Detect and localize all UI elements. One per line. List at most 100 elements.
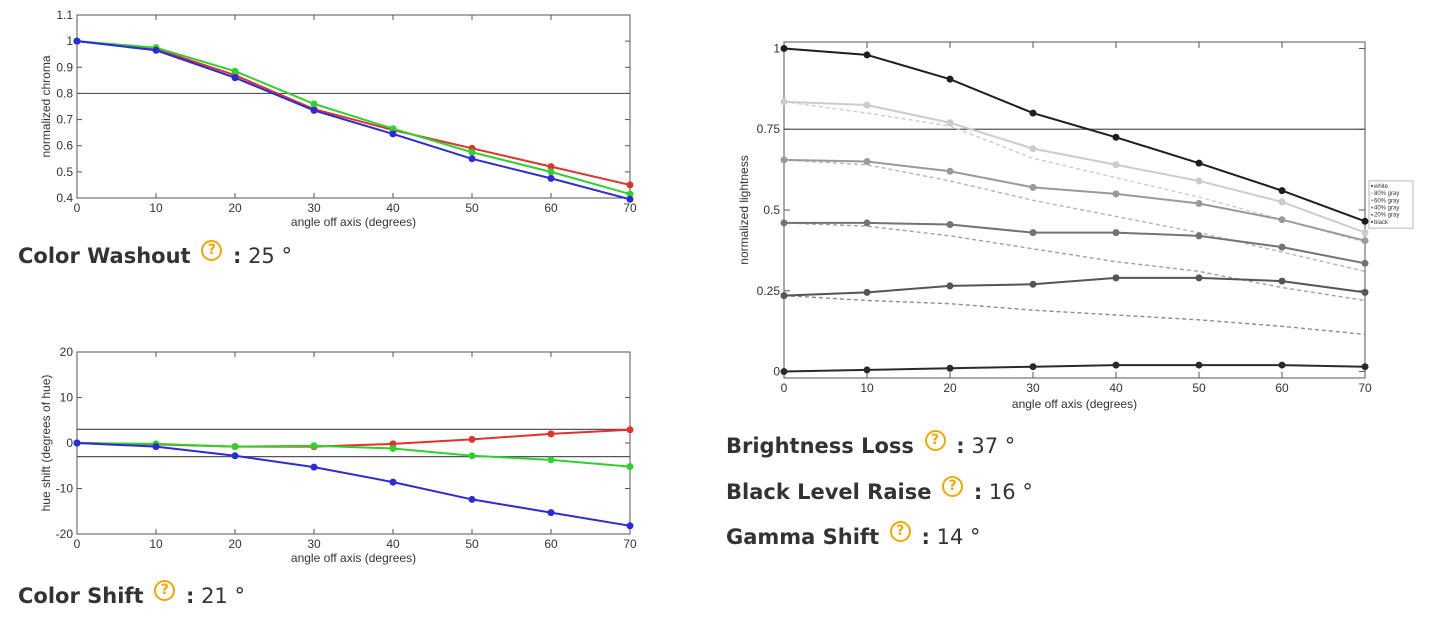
data-point (231, 74, 239, 82)
hue-chart: 0 10 20 30 40 50 60 70 -20 -10 0 10 20 angle off axis… (0, 340, 650, 575)
reference-series-line (783, 101, 1366, 243)
x-tick-label: 30 (307, 537, 321, 551)
x-tick-label: 20 (228, 201, 242, 215)
data-point (1195, 159, 1203, 167)
series-line (783, 364, 1366, 373)
data-point (1278, 198, 1286, 206)
reference-series-line (783, 294, 1366, 336)
y-tick-label: 1.1 (56, 8, 73, 22)
data-point (468, 452, 476, 460)
data-point (1029, 363, 1037, 371)
color-washout-stat: Color Washout ? : 25 ° (18, 240, 292, 270)
data-point (310, 463, 318, 471)
data-point (389, 444, 397, 452)
y-tick-label: 10 (60, 391, 74, 405)
legend-item: 40% gray (1374, 206, 1399, 212)
x-tick-label: 50 (465, 201, 479, 215)
x-axis-label: angle off axis (degrees) (291, 551, 416, 565)
y-axis-label: hue shift (degrees of hue) (39, 375, 53, 512)
x-tick-label: 40 (386, 537, 400, 551)
x-tick-label: 60 (1275, 381, 1289, 395)
data-point (231, 443, 239, 451)
data-point (1278, 361, 1286, 369)
color-shift-label: Color Shift (18, 584, 144, 608)
data-point (1195, 361, 1203, 369)
legend-item: 80% gray (1374, 191, 1399, 197)
y-tick-label: 0.6 (56, 139, 73, 153)
data-point (863, 366, 871, 374)
lightness-chart: 0 10 20 30 40 50 60 70 0 0.25 0.5 0.75 1 angle off ax… (720, 30, 1420, 420)
x-axis-label: angle off axis (degrees) (291, 215, 416, 229)
x-tick-label: 20 (228, 537, 242, 551)
chroma-chart: 0 10 20 30 40 50 60 70 0.4 0.5 0.6 0.7 0.8 0.9 1 1.1 ang… (0, 0, 650, 235)
help-icon[interactable]: ? (924, 430, 946, 451)
series-line (76, 40, 631, 186)
data-point (152, 46, 160, 54)
data-point (780, 156, 788, 164)
y-axis-label: normalized chroma (39, 55, 53, 157)
data-point (547, 174, 555, 182)
data-point (863, 158, 871, 166)
series-line (783, 47, 1366, 223)
y-tick-label: 0.9 (56, 60, 73, 74)
x-tick-label: 60 (544, 201, 558, 215)
data-point (1361, 259, 1369, 267)
y-tick-label: 0.7 (56, 113, 73, 127)
series-line (76, 40, 631, 196)
legend-item: 20% gray (1374, 213, 1399, 219)
brightness-loss-label: Brightness Loss (726, 434, 914, 458)
y-tick-label: 0.25 (757, 284, 781, 298)
data-point (863, 219, 871, 227)
data-point (1112, 133, 1120, 141)
data-point (1278, 187, 1286, 195)
x-tick-label: 30 (1026, 381, 1040, 395)
hue-chart-svg: 0 10 20 30 40 50 60 70 -20 -10 0 10 20 angle off axis… (39, 345, 637, 565)
data-point (73, 439, 81, 447)
data-point (780, 44, 788, 52)
data-point (1029, 145, 1037, 153)
data-point (946, 221, 954, 229)
brightness-loss-colon: : (956, 434, 965, 458)
data-point (468, 148, 476, 156)
data-point (946, 75, 954, 83)
help-icon[interactable]: ? (889, 521, 911, 542)
data-point (626, 522, 634, 530)
black-level-raise-label: Black Level Raise (726, 480, 932, 504)
x-tick-label: 10 (149, 201, 163, 215)
data-point (1112, 190, 1120, 198)
legend-marker (1371, 220, 1373, 223)
help-icon[interactable]: ? (942, 476, 964, 497)
data-point (626, 181, 634, 189)
legend-marker (1371, 206, 1373, 209)
data-point (231, 452, 239, 460)
plot-frame (783, 41, 1366, 379)
data-point (1029, 280, 1037, 288)
black-level-raise-stat: Black Level Raise ? : 16 ° (726, 476, 1033, 506)
y-tick-label: 0 (66, 436, 73, 450)
data-point (1112, 161, 1120, 169)
data-point (1278, 277, 1286, 285)
x-tick-label: 50 (1192, 381, 1206, 395)
data-point (1195, 200, 1203, 208)
y-tick-label: 0.4 (56, 191, 73, 205)
data-point (231, 67, 239, 75)
brightness-loss-value: 37 ° (971, 434, 1016, 458)
data-point (1112, 274, 1120, 282)
data-point (1361, 288, 1369, 296)
data-point (1278, 216, 1286, 224)
color-washout-value: 25 ° (248, 244, 292, 268)
data-point (1361, 217, 1369, 225)
data-point (780, 98, 788, 106)
help-icon[interactable]: ? (201, 240, 223, 261)
x-tick-label: 10 (860, 381, 874, 395)
data-point (863, 101, 871, 109)
data-point (863, 51, 871, 59)
y-axis-label: normalized lightness (737, 155, 751, 264)
data-point (1361, 237, 1369, 245)
data-point (1278, 243, 1286, 251)
data-point (946, 167, 954, 175)
help-icon[interactable]: ? (154, 580, 176, 601)
reference-series-line (783, 159, 1366, 273)
y-tick-label: 0.8 (56, 86, 73, 100)
data-point (1361, 363, 1369, 371)
